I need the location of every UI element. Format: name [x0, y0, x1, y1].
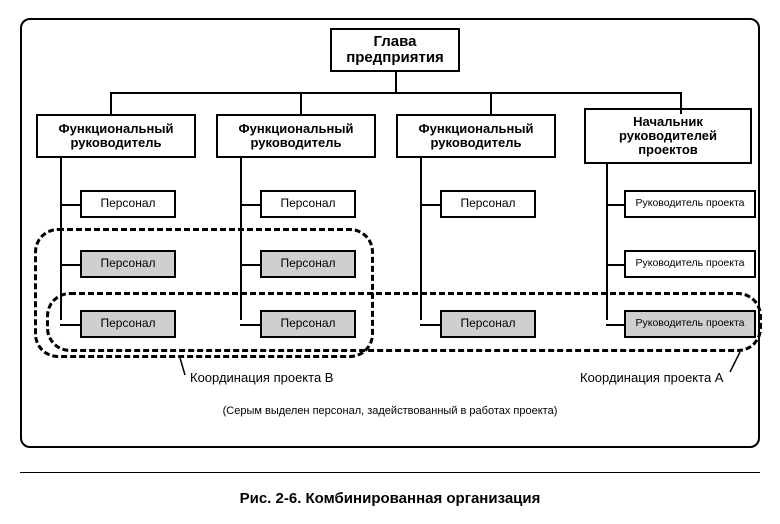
- node-manager-2: Функциональныйруководитель: [396, 114, 556, 158]
- caption-rule: [20, 472, 760, 473]
- node-staff: Руководитель проекта: [624, 190, 756, 218]
- legend-text: (Серым выделен персонал, задействованный…: [0, 405, 780, 417]
- node-staff: Руководитель проекта: [624, 250, 756, 278]
- node-manager-3: Начальникруководителейпроектов: [584, 108, 752, 164]
- node-staff: Персонал: [80, 190, 176, 218]
- figure-caption: Рис. 2-6. Комбинированная организация: [0, 490, 780, 507]
- node-staff: Персонал: [260, 190, 356, 218]
- node-staff: Персонал: [440, 190, 536, 218]
- node-root: Главапредприятия: [330, 28, 460, 72]
- node-manager-1: Функциональныйруководитель: [216, 114, 376, 158]
- label-coord-a: Координация проекта A: [580, 370, 723, 385]
- dashed-project-a: [46, 292, 762, 352]
- label-coord-b: Координация проекта B: [190, 370, 333, 385]
- node-manager-0: Функциональныйруководитель: [36, 114, 196, 158]
